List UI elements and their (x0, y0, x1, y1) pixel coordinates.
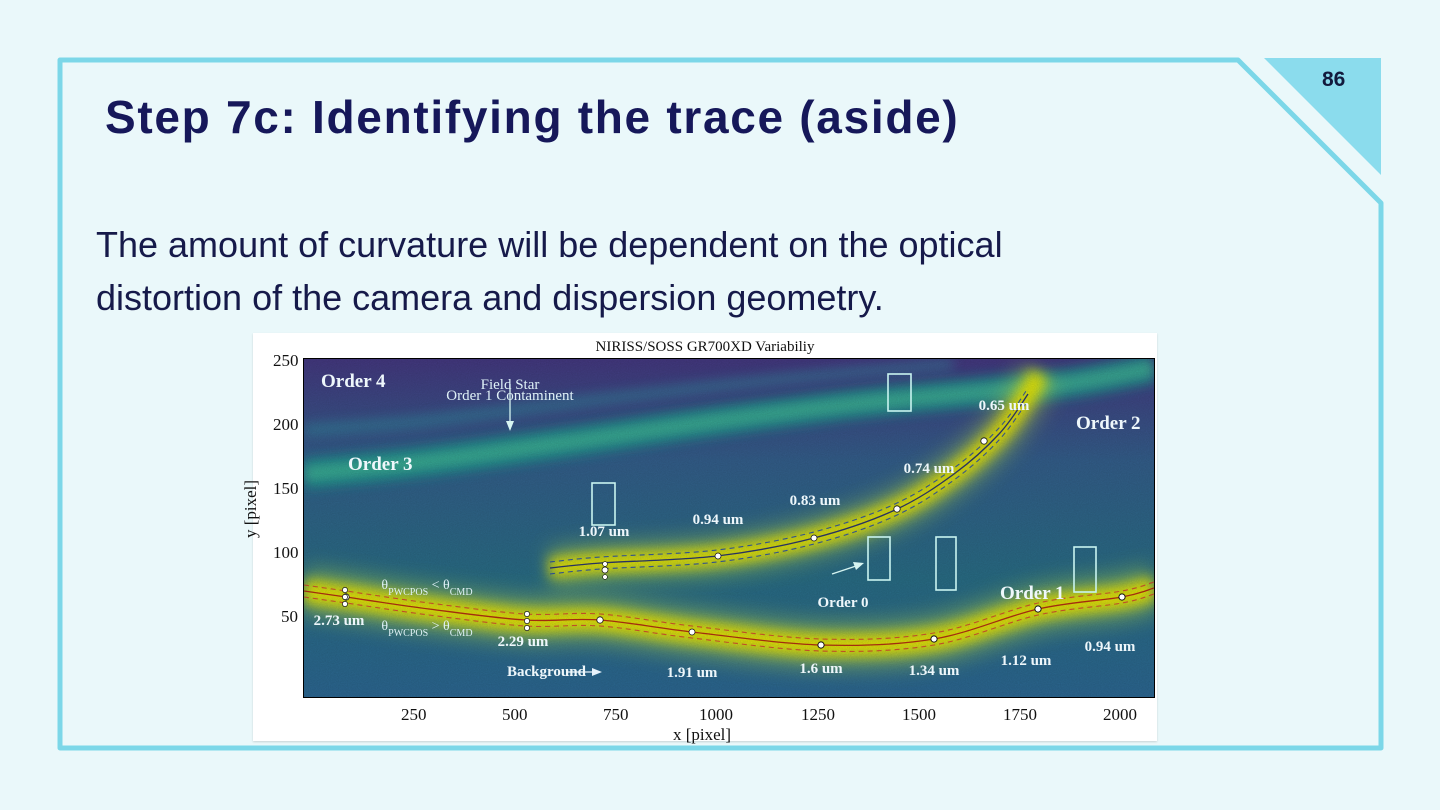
svg-text:Order 2: Order 2 (1076, 413, 1141, 434)
svg-text:Order 4: Order 4 (321, 371, 386, 392)
svg-text:0.83 um: 0.83 um (790, 493, 841, 509)
svg-text:2.73 um: 2.73 um (314, 613, 365, 629)
svg-text:Order 1: Order 1 (1000, 583, 1065, 604)
svg-text:Order 1 Contaminent: Order 1 Contaminent (446, 388, 574, 404)
svg-text:1.12 um: 1.12 um (1001, 653, 1052, 669)
svg-text:1.6 um: 1.6 um (799, 661, 843, 677)
svg-text:Order 0: Order 0 (818, 595, 869, 611)
svg-text:0.74 um: 0.74 um (904, 461, 955, 477)
svg-text:1.34 um: 1.34 um (909, 663, 960, 679)
svg-text:1.07 um: 1.07 um (579, 524, 630, 540)
svg-text:Background: Background (507, 664, 587, 680)
svg-text:2.29 um: 2.29 um (498, 634, 549, 650)
svg-text:0.65 um: 0.65 um (979, 398, 1030, 414)
svg-text:1.91 um: 1.91 um (667, 665, 718, 681)
svg-text:0.94 um: 0.94 um (693, 512, 744, 528)
svg-text:Order 3: Order 3 (348, 454, 413, 475)
svg-text:0.94 um: 0.94 um (1085, 639, 1136, 655)
